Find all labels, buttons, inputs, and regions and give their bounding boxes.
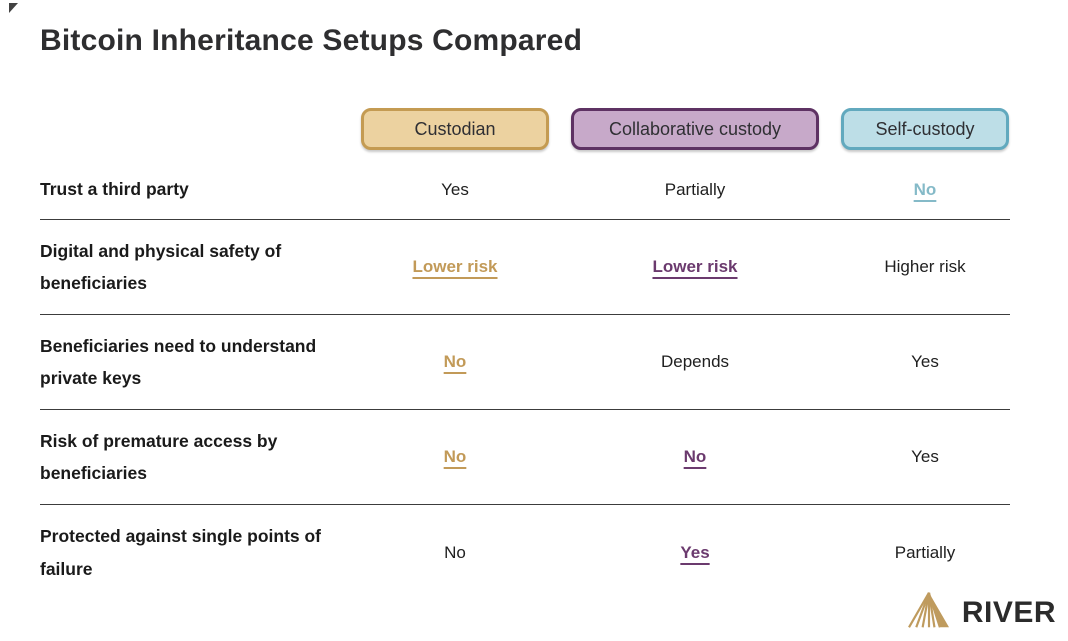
table-cell: Partially: [550, 160, 840, 220]
table-cell: No: [840, 160, 1010, 220]
cell-value: No: [443, 447, 467, 466]
row-label: Digital and physical safety of beneficia…: [40, 220, 360, 315]
column-header-cell: Collaborative custody: [550, 100, 840, 160]
cell-value: Yes: [911, 352, 939, 371]
table-cell: Partially: [840, 505, 1010, 600]
cell-value: Depends: [660, 352, 730, 371]
cell-value: No: [444, 542, 466, 562]
comparison-table: Custodian Collaborative custody Self-cus…: [40, 100, 1010, 600]
cell-value: Yes: [911, 447, 939, 466]
river-logo: RIVER: [905, 590, 1056, 635]
cell-value: No: [443, 352, 467, 371]
table-cell: Lower risk: [360, 220, 550, 315]
cell-value: Higher risk: [884, 257, 966, 276]
column-header-cell: Custodian: [360, 100, 550, 160]
corner-mark: [9, 3, 18, 13]
cell-value: Lower risk: [412, 257, 498, 276]
table-cell: Yes: [550, 505, 840, 600]
table-cell: Yes: [360, 160, 550, 220]
cell-value: Partially: [894, 542, 956, 562]
cell-value: Yes: [441, 179, 469, 199]
row-label: Protected against single points of failu…: [40, 526, 322, 579]
mountain-rays-icon: [905, 590, 953, 635]
table-cell: Higher risk: [840, 220, 1010, 315]
table-cell: No: [360, 315, 550, 410]
table-cell: No: [360, 505, 550, 600]
column-header-cell: Self-custody: [840, 100, 1010, 160]
cell-value: Partially: [664, 179, 726, 199]
row-label: Trust a third party: [40, 160, 360, 220]
cell-value: No: [683, 447, 707, 466]
header-spacer: [40, 100, 360, 160]
table-cell: No: [550, 410, 840, 505]
table-cell: No: [360, 410, 550, 505]
table-cell: Depends: [550, 315, 840, 410]
cell-value: Lower risk: [652, 257, 738, 276]
row-label: Risk of premature access by beneficiarie…: [40, 410, 360, 505]
cell-value: Yes: [680, 542, 710, 562]
table-cell: Yes: [840, 315, 1010, 410]
table-cell: Yes: [840, 410, 1010, 505]
page-title: Bitcoin Inheritance Setups Compared: [40, 24, 583, 57]
row-label: Beneficiaries need to understand private…: [40, 315, 360, 410]
column-header-collaborative-custody: Collaborative custody: [571, 108, 819, 150]
table-cell: Lower risk: [550, 220, 840, 315]
column-header-self-custody: Self-custody: [841, 108, 1009, 150]
cell-value: No: [913, 179, 937, 199]
column-header-custodian: Custodian: [361, 108, 549, 150]
brand-name: RIVER: [961, 595, 1056, 629]
